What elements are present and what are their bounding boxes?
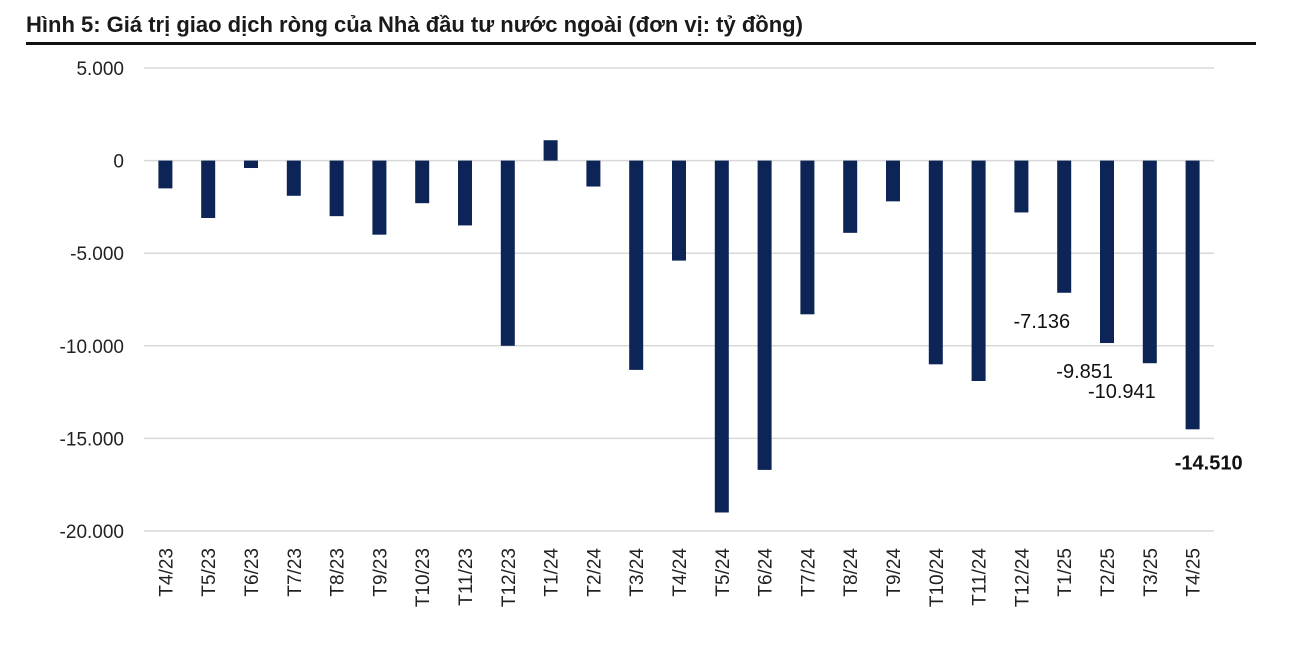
- bar: [1142, 160, 1157, 364]
- data-label: -9.851: [1056, 361, 1113, 383]
- x-tick-label: T6/24: [756, 548, 777, 597]
- bar: [543, 140, 558, 161]
- data-labels: -7.136 -9.851-10.941 -14.510: [1013, 311, 1242, 475]
- bar: [971, 160, 986, 381]
- x-tick-label: T8/24: [841, 548, 862, 597]
- x-tick-label: T8/23: [328, 548, 349, 597]
- y-tick-label: -10.000: [60, 337, 124, 358]
- bar: [244, 160, 258, 169]
- bar: [500, 160, 515, 346]
- x-tick-label: T3/24: [627, 548, 648, 597]
- bar: [158, 160, 173, 189]
- x-tick-label: T4/24: [670, 548, 691, 597]
- bar: [415, 160, 430, 204]
- data-label: -10.941: [1088, 381, 1156, 403]
- bar: [1100, 160, 1114, 344]
- x-tick-label: T7/24: [798, 548, 819, 597]
- bar: [843, 160, 858, 233]
- x-tick-label: T5/24: [713, 548, 734, 597]
- bar: [886, 160, 900, 202]
- data-label: -7.136: [1013, 311, 1070, 333]
- y-tick-label: -5.000: [70, 244, 124, 265]
- y-tick-label: -20.000: [60, 522, 124, 543]
- bar: [757, 160, 772, 470]
- bar: [672, 160, 686, 261]
- bar: [1185, 160, 1200, 430]
- x-tick-label: T6/23: [242, 548, 263, 597]
- x-tick-label: T1/24: [542, 548, 563, 597]
- x-tick-label: T12/24: [1012, 548, 1033, 608]
- gridlines: [144, 67, 1214, 532]
- bar: [586, 160, 601, 187]
- x-tick-label: T10/23: [413, 548, 434, 607]
- x-tick-label: T2/24: [584, 548, 605, 597]
- x-tick-label: T12/23: [499, 548, 520, 607]
- x-tick-label: T2/25: [1098, 548, 1119, 597]
- bar: [329, 160, 344, 217]
- bar: [714, 160, 729, 513]
- x-axis-ticks: T4/23 T5/23 T6/23 T7/23 T8/23 T9/23 T10/23 T11/…: [156, 548, 1204, 608]
- y-axis-ticks: 5.000 0 -5.000 -10.000 -15.000 -20.000: [60, 59, 124, 543]
- x-tick-label: T11/24: [970, 548, 991, 606]
- y-tick-label: 0: [113, 152, 124, 173]
- bar: [201, 160, 216, 219]
- bars: [158, 140, 1200, 513]
- bar: [629, 160, 644, 370]
- x-tick-label: T5/23: [199, 548, 220, 597]
- bar: [1057, 160, 1072, 293]
- chart-title: Hình 5: Giá trị giao dịch ròng của Nhà đ…: [26, 12, 803, 37]
- x-tick-label: T10/24: [927, 548, 948, 608]
- x-tick-label: T11/23: [456, 548, 477, 606]
- x-tick-label: T4/25: [1184, 548, 1205, 597]
- bar: [372, 160, 387, 235]
- x-tick-label: T3/25: [1141, 548, 1162, 597]
- x-tick-label: T4/23: [156, 548, 177, 597]
- y-tick-label: -15.000: [60, 429, 124, 450]
- bar: [928, 160, 943, 365]
- x-tick-label: T9/23: [370, 548, 391, 597]
- bar: [1014, 160, 1029, 213]
- y-tick-label: 5.000: [76, 59, 124, 80]
- x-tick-label: T7/23: [285, 548, 306, 597]
- x-tick-label: T9/24: [884, 548, 905, 597]
- x-tick-label: T1/25: [1055, 548, 1076, 597]
- bar: [800, 160, 815, 315]
- data-label: -14.510: [1175, 452, 1243, 474]
- bar: [286, 160, 301, 196]
- bar: [458, 160, 472, 226]
- title-underline: [26, 42, 1256, 45]
